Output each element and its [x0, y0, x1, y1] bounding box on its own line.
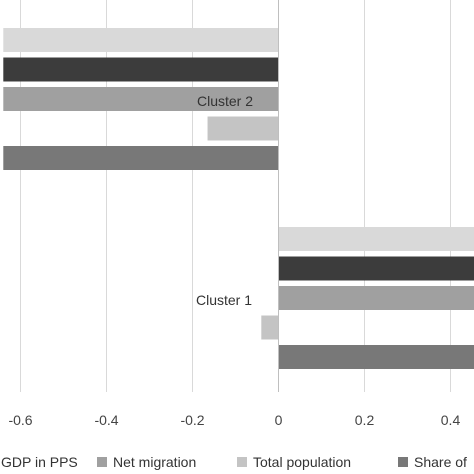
cluster-label-1: Cluster 2 [197, 93, 253, 109]
x-tick-label-1: -0.4 [94, 412, 118, 428]
x-tick-label-4: 0.2 [355, 412, 375, 428]
legend-label-1: Net migration [113, 454, 196, 470]
x-axis-ticks: -0.6 -0.4 -0.2 0 0.2 0.4 [8, 412, 460, 428]
bar-cluster-1-3 [261, 315, 279, 340]
bar-cluster-2-4 [3, 146, 279, 170]
bar-cluster-1-1 [278, 256, 474, 281]
legend: GDP in PPS Net migration Total population S… [1, 454, 467, 470]
bar-cluster-2-3 [207, 116, 279, 141]
bar-cluster-2-2 [3, 87, 279, 111]
legend-swatch-2 [237, 457, 247, 467]
x-tick-label-2: -0.2 [180, 412, 204, 428]
legend-label-3: Share of [414, 454, 467, 470]
legend-swatch-1 [97, 457, 107, 467]
bar-cluster-1-4 [278, 345, 474, 369]
bar-cluster-2-0 [3, 28, 279, 52]
x-tick-label-5: 0.4 [441, 412, 461, 428]
x-tick-label-3: 0 [275, 412, 283, 428]
bar-cluster-1-0 [278, 227, 474, 251]
bars [3, 28, 474, 369]
bar-cluster-2-1 [3, 57, 279, 82]
x-tick-label-0: -0.6 [8, 412, 32, 428]
cluster-labels: Cluster 2 Cluster 1 [196, 93, 253, 308]
legend-swatch-3 [398, 457, 408, 467]
bar-cluster-1-2 [278, 286, 474, 310]
legend-label-0: GDP in PPS [1, 454, 78, 470]
legend-label-2: Total population [253, 454, 351, 470]
cluster-label-2: Cluster 1 [196, 292, 252, 308]
